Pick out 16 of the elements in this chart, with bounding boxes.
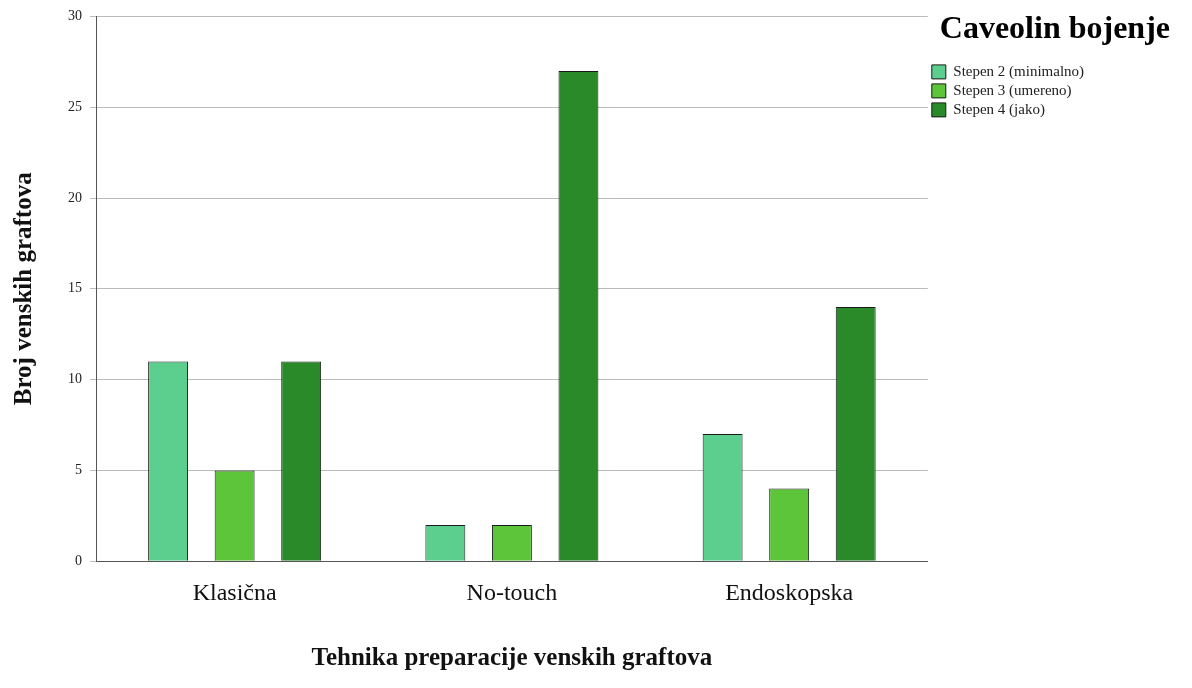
y-tick-label: 0 — [75, 552, 82, 568]
legend-title: Caveolin bojenje — [939, 9, 1170, 46]
x-axis-title: Tehnika preparacije venskih graftova — [311, 643, 713, 671]
x-tick-label: No-touch — [466, 578, 558, 605]
y-tick-label: 5 — [75, 462, 82, 478]
y-tick-label: 10 — [68, 371, 82, 387]
x-tick-label: Klasična — [192, 578, 277, 605]
y-tick-label: 20 — [68, 189, 82, 205]
y-axis-title: Broj venskih graftova — [9, 171, 37, 406]
legend-label: Stepen 3 (umereno) — [953, 81, 1072, 99]
legend-label: Stepen 2 (minimalno) — [953, 62, 1085, 80]
y-tick-label: 25 — [68, 98, 82, 114]
legend-label: Stepen 4 (jako) — [953, 100, 1045, 118]
y-tick-label: 30 — [68, 8, 82, 24]
x-tick-label: Endoskopska — [725, 578, 854, 605]
y-tick-label: 15 — [68, 280, 82, 296]
